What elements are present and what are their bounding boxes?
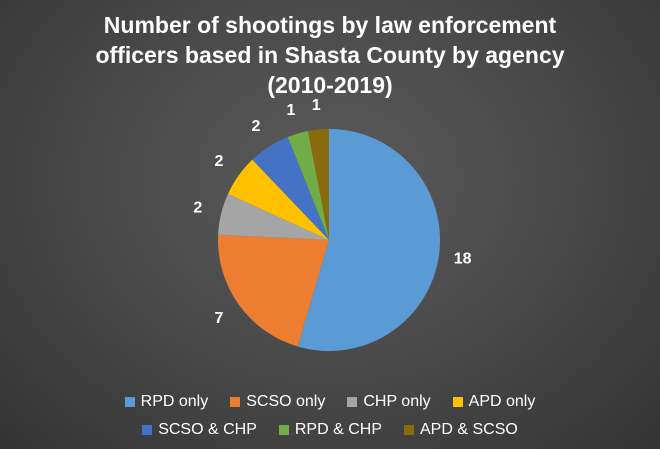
legend-swatch [124,397,135,407]
pie-slice-scso-only [218,234,329,347]
pie-slice-chp-only [218,193,329,240]
legend-item-apd-only: APD only [452,393,536,411]
pie-data-labels: 18 7 2 2 2 1 1 [193,97,471,327]
pie-slice-rpd-and-chp [287,131,329,240]
legend-swatch [404,425,414,435]
legend-label: SCSO & CHP [158,421,257,438]
data-label-apd-only: 2 [215,153,224,170]
legend-item-apd-and-scso: APD & SCSO [404,421,518,439]
legend-row-2: SCSO & CHP RPD & CHP APD & SCSO [0,416,660,444]
pie-slice-apd-and-scso [307,129,329,240]
legend-swatch [230,397,241,407]
legend-label: APD only [468,393,536,410]
legend-swatch [142,425,153,435]
data-label-scso-and-chp: 2 [252,118,261,135]
pie-slice-apd-only [228,159,329,240]
legend-label: RPD & CHP [294,421,382,438]
data-label-rpd-and-chp: 1 [287,102,296,119]
legend-label: RPD only [140,393,209,410]
pie-slice-scso-and-chp [252,136,329,240]
legend-item-rpd-only: RPD only [124,393,209,411]
legend-swatch [278,425,289,435]
data-label-scso-only: 7 [215,310,224,327]
legend-label: SCSO only [246,393,326,410]
legend: RPD only SCSO only CHP only APD only SCSO & … [0,388,660,444]
chart-title-line-1: Number of shootings by law enforcement [103,12,557,38]
chart-title-line-2: officers based in Shasta County by agenc… [95,42,565,68]
legend-swatch [452,397,463,407]
legend-label: APD & SCSO [420,421,518,438]
legend-item-chp-only: CHP only [347,393,431,411]
legend-item-rpd-and-chp: RPD & CHP [278,421,382,439]
pie-slices [218,129,441,351]
pie-slice-rpd-only [297,129,441,351]
legend-swatch [347,397,358,407]
legend-item-scso-and-chp: SCSO & CHP [142,421,257,439]
data-label-apd-and-scso: 1 [312,97,321,114]
data-label-rpd-only: 18 [454,251,472,268]
legend-row-1: RPD only SCSO only CHP only APD only [0,388,660,416]
chart-title-line-3: (2010-2019) [267,72,393,98]
legend-label: CHP only [363,393,431,410]
legend-item-scso-only: SCSO only [230,393,325,411]
chart-title: Number of shootings by law enforcement o… [0,10,660,100]
data-label-chp-only: 2 [193,200,202,217]
